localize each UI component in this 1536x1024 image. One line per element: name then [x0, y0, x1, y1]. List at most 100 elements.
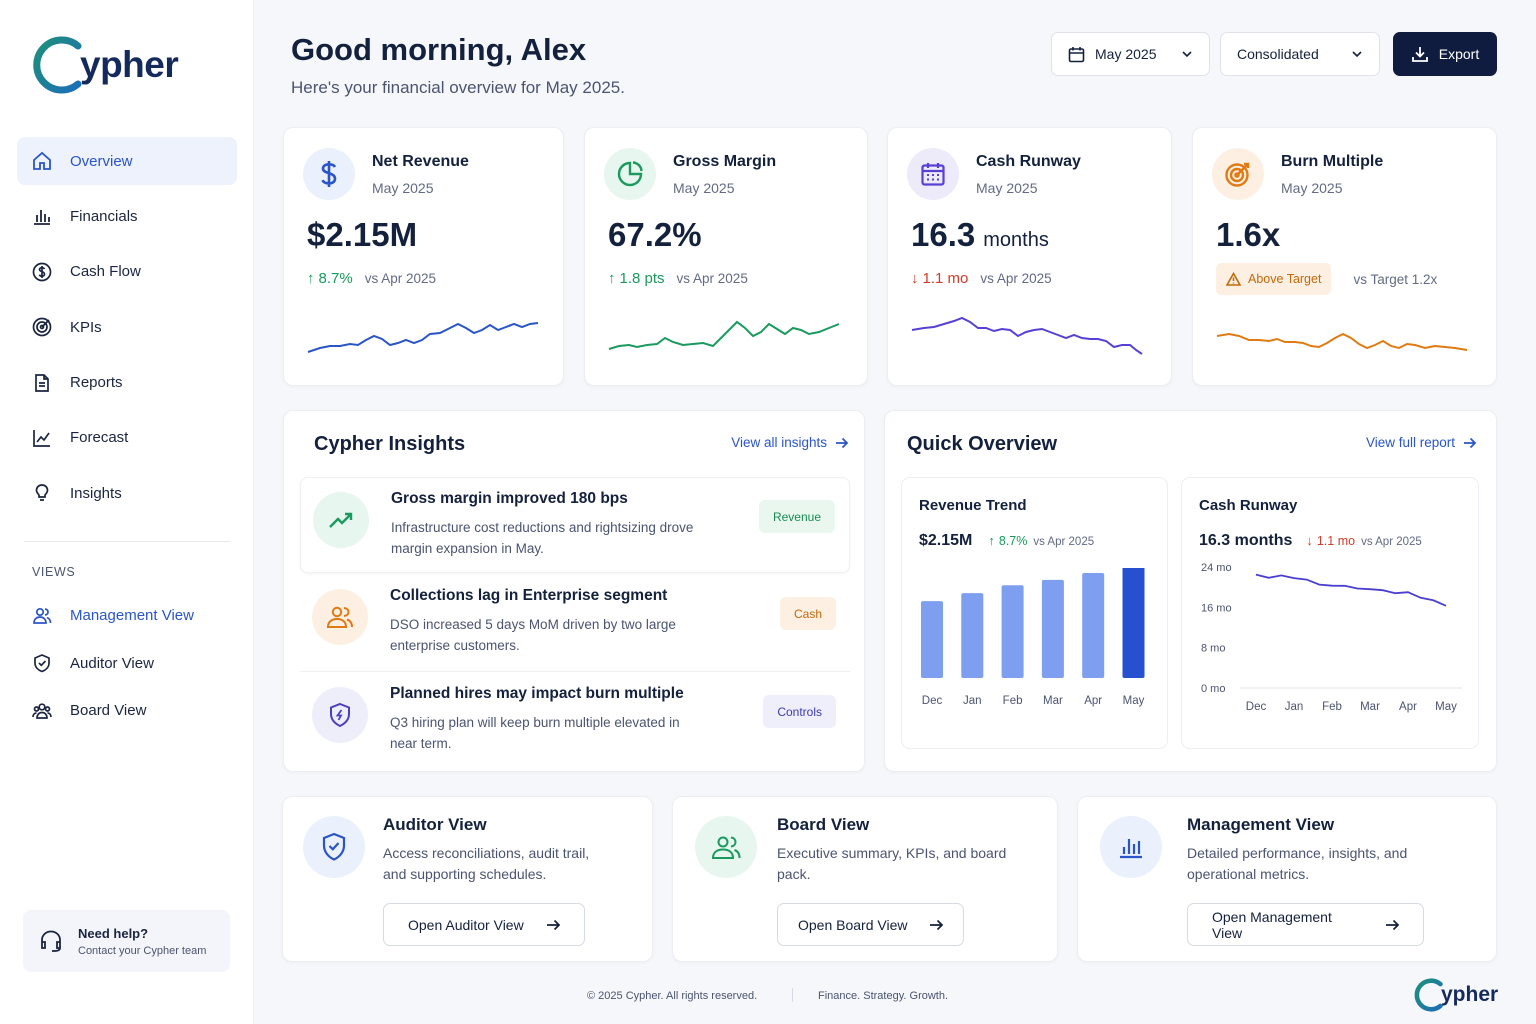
footer-divider — [792, 988, 793, 1002]
x-tick-label: May — [1123, 695, 1145, 707]
arrow-up-icon: ↑ — [608, 270, 616, 287]
group-icon — [695, 816, 757, 878]
arrow-up-icon: ↑ — [307, 270, 315, 287]
sidebar-item-label: Insights — [70, 484, 122, 502]
help-subtitle: Contact your Cypher team — [78, 944, 207, 957]
x-tick-label: Jan — [963, 695, 982, 707]
page-title: Good morning, Alex — [291, 32, 587, 67]
cash-runway-change: 1.1 mo — [1316, 534, 1356, 548]
sidebar-item-insights[interactable]: Insights — [17, 469, 237, 517]
views-heading: VIEWS — [32, 565, 76, 579]
sidebar-item-cash-flow[interactable]: Cash Flow — [17, 248, 237, 296]
kpi-title: Net Revenue — [372, 153, 469, 170]
x-tick-label: Mar — [1043, 695, 1063, 707]
sidebar-item-auditor-view[interactable]: Auditor View — [17, 640, 237, 688]
kpi-card-net-revenue[interactable]: Net Revenue May 2025 $2.15M ↑ 8.7% vs Ap… — [283, 127, 564, 386]
sidebar-item-reports[interactable]: Reports — [17, 359, 237, 407]
kpi-card-burn-multiple[interactable]: Burn Multiple May 2025 1.6x Above Target… — [1192, 127, 1497, 386]
revenue-bar — [1041, 579, 1064, 678]
link-label: View full report — [1365, 435, 1455, 450]
sidebar-item-label: Overview — [70, 152, 133, 170]
sidebar-item-overview[interactable]: Overview — [17, 137, 237, 185]
insight-item[interactable]: Planned hires may impact burn multiple Q… — [300, 673, 850, 769]
kpi-card-gross-margin[interactable]: Gross Margin May 2025 67.2% ↑ 1.8 pts vs… — [584, 127, 868, 386]
dollar-icon — [303, 148, 355, 200]
badge-label: Above Target — [1248, 272, 1322, 286]
view-full-report-link[interactable]: View full report — [1366, 435, 1476, 450]
y-tick-label: 16 mo — [1201, 602, 1232, 614]
cash-runway-summary: 16.3 months ↓ 1.1 mo vs Apr 2025 — [1199, 532, 1422, 550]
kpi-period: May 2025 — [1281, 180, 1343, 196]
sidebar-item-label: Financials — [70, 207, 138, 225]
kpi-change: ↑ 1.8 pts vs Apr 2025 — [608, 270, 748, 287]
kpi-compare: vs Apr 2025 — [364, 271, 436, 286]
link-label: View all insights — [731, 435, 827, 450]
home-icon — [31, 150, 53, 172]
insight-item[interactable]: Gross margin improved 180 bps Infrastruc… — [300, 477, 850, 573]
open-board-view-button[interactable]: Open Board View — [777, 903, 965, 946]
cash-runway-compare: vs Apr 2025 — [1361, 536, 1422, 548]
arrow-down-icon: ↓ — [1306, 533, 1313, 548]
x-tick-label: Dec — [1246, 701, 1267, 713]
footer-logo: ypher — [1413, 977, 1498, 1013]
logo-c-icon — [33, 36, 82, 94]
help-title: Need help? — [78, 925, 149, 941]
insights-title: Cypher Insights — [314, 433, 466, 455]
users-icon — [31, 605, 53, 627]
insights-panel: Cypher Insights View all insights Gross … — [283, 410, 865, 772]
board-view-card: Board View Executive summary, KPIs, and … — [672, 796, 1058, 962]
x-tick-label: Feb — [1322, 701, 1342, 713]
revenue-bar — [921, 601, 943, 678]
button-label: Open Management View — [1212, 908, 1332, 941]
sidebar-item-label: Management View — [70, 607, 194, 625]
kpi-title: Gross Margin — [673, 153, 777, 170]
view-all-insights-link[interactable]: View all insights — [731, 435, 848, 450]
view-card-desc: Detailed performance, insights, and oper… — [1187, 845, 1408, 882]
kpi-value-unit: months — [983, 229, 1049, 251]
insight-tag: Revenue — [758, 500, 835, 533]
cash-runway-value: 16.3 months — [1199, 532, 1293, 549]
sidebar-item-board-view[interactable]: Board View — [17, 687, 237, 735]
x-tick-label: Mar — [1360, 701, 1380, 713]
insight-tag: Cash — [779, 597, 836, 630]
users-icon — [312, 589, 368, 645]
pie-icon — [604, 148, 656, 200]
sparkline-burn-multiple — [1216, 332, 1468, 351]
x-tick-label: Feb — [1003, 695, 1023, 707]
arrow-down-icon: ↓ — [911, 270, 919, 287]
kpi-card-cash-runway[interactable]: Cash Runway May 2025 16.3 months ↓ 1.1 mo… — [887, 127, 1172, 386]
kpi-compare: vs Target 1.2x — [1353, 271, 1438, 287]
entity-value: Consolidated — [1237, 46, 1319, 62]
brand-logo[interactable]: ypher — [30, 34, 179, 96]
kpi-change: ↑ 8.7% vs Apr 2025 — [307, 270, 436, 287]
help-card[interactable]: Need help? Contact your Cypher team — [23, 910, 230, 972]
sidebar-item-kpis[interactable]: KPIs — [17, 303, 237, 351]
revenue-bar — [1122, 568, 1145, 678]
insight-item[interactable]: Collections lag in Enterprise segment DS… — [300, 575, 850, 671]
entity-select[interactable]: Consolidated — [1220, 32, 1380, 76]
period-select[interactable]: May 2025 — [1051, 32, 1210, 76]
bar-chart-icon — [1100, 816, 1162, 878]
x-tick-label: May — [1435, 701, 1457, 713]
headset-icon — [38, 928, 64, 954]
sidebar-item-label: Auditor View — [70, 654, 154, 672]
x-tick-label: Apr — [1084, 695, 1102, 707]
open-auditor-view-button[interactable]: Open Auditor View — [383, 903, 585, 946]
dollar-circle-icon — [31, 261, 53, 283]
arrow-up-icon: ↑ — [988, 533, 995, 548]
sidebar-item-management-view[interactable]: Management View — [17, 592, 237, 640]
button-label: Open Auditor View — [408, 916, 524, 933]
revenue-trend-card[interactable]: Revenue Trend $2.15M ↑ 8.7% vs Apr 2025 … — [901, 477, 1168, 749]
sidebar-item-financials[interactable]: Financials — [17, 192, 237, 240]
logo-c-icon — [1414, 978, 1443, 1012]
trend-line-icon — [31, 427, 53, 449]
insight-desc: DSO increased 5 days MoM driven by two l… — [390, 617, 676, 653]
sidebar-item-forecast[interactable]: Forecast — [17, 414, 237, 462]
cash-runway-card[interactable]: Cash Runway 16.3 months ↓ 1.1 mo vs Apr … — [1181, 477, 1479, 749]
export-button[interactable]: Export — [1393, 32, 1497, 76]
footer-copyright: © 2025 Cypher. All rights reserved. — [587, 990, 758, 1002]
sparkline-cash-runway — [911, 316, 1143, 355]
open-management-view-button[interactable]: Open Management View — [1187, 903, 1424, 946]
kpi-value: $2.15M — [307, 216, 418, 253]
view-card-title: Board View — [777, 815, 870, 834]
